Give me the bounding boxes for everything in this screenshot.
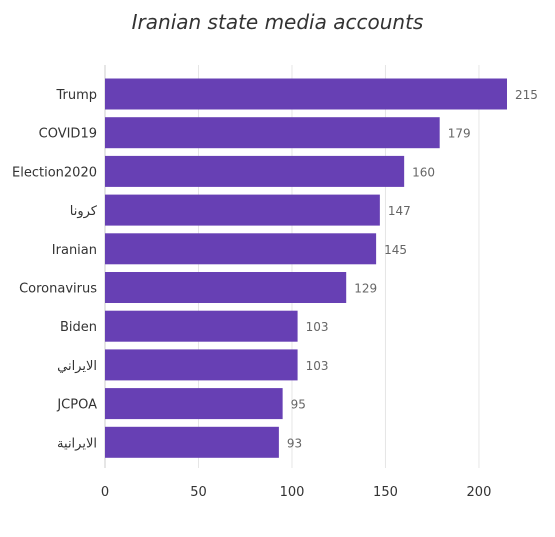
value-label: 145 bbox=[384, 243, 407, 257]
bar[interactable] bbox=[105, 117, 440, 149]
bar[interactable] bbox=[105, 233, 377, 265]
value-label: 147 bbox=[388, 204, 411, 218]
category-label: كرونا bbox=[70, 204, 98, 219]
bar[interactable] bbox=[105, 349, 298, 381]
x-tick-label: 100 bbox=[280, 485, 305, 500]
bar[interactable] bbox=[105, 194, 380, 226]
category-label: الايراني bbox=[57, 359, 97, 374]
bars bbox=[105, 78, 507, 458]
bar[interactable] bbox=[105, 272, 347, 303]
category-label: الايرانية bbox=[57, 436, 97, 451]
bar[interactable] bbox=[105, 155, 405, 187]
value-label: 179 bbox=[448, 127, 471, 141]
value-label: 93 bbox=[287, 436, 302, 450]
category-label: Election2020 bbox=[12, 165, 97, 180]
x-tick-label: 150 bbox=[373, 485, 398, 500]
category-label: Iranian bbox=[52, 243, 97, 258]
category-label: Biden bbox=[60, 320, 97, 335]
value-labels: 215 179 160 147 145 129 103 103 95 93 bbox=[287, 88, 538, 450]
x-tick-label: 50 bbox=[190, 485, 207, 500]
value-label: 160 bbox=[412, 165, 435, 179]
value-label: 103 bbox=[306, 320, 329, 334]
value-label: 215 bbox=[515, 88, 538, 102]
category-label: Trump bbox=[55, 88, 97, 103]
bar[interactable] bbox=[105, 78, 507, 110]
x-tick-label: 200 bbox=[467, 485, 492, 500]
chart-title: Iranian state media accounts bbox=[131, 10, 424, 34]
x-tick-label: 0 bbox=[101, 485, 109, 500]
bar[interactable] bbox=[105, 388, 283, 420]
value-label: 103 bbox=[306, 359, 329, 373]
category-labels: Trump COVID19 Election2020 كرونا Iranian Coro… bbox=[12, 88, 98, 451]
category-label: Coronavirus bbox=[19, 282, 97, 297]
category-label: JCPOA bbox=[56, 398, 97, 413]
x-axis-ticks: 0 50 100 150 200 bbox=[101, 485, 492, 500]
value-label: 95 bbox=[291, 398, 306, 412]
category-label: COVID19 bbox=[39, 127, 97, 142]
bar[interactable] bbox=[105, 426, 279, 458]
bar[interactable] bbox=[105, 310, 298, 342]
value-label: 129 bbox=[354, 282, 377, 296]
